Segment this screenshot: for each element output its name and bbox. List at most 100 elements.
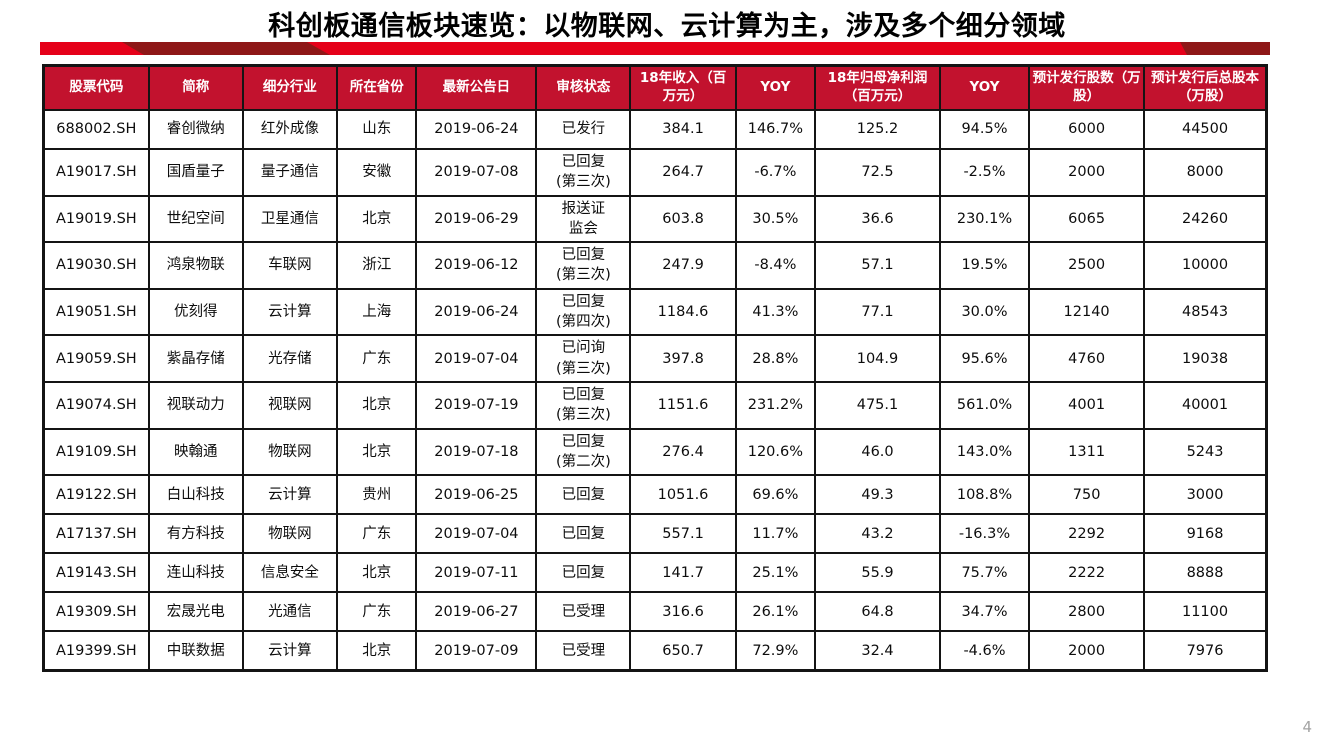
- cell-revenue-2018: 397.8: [629, 334, 737, 383]
- cell-revenue-yoy: 28.8%: [734, 334, 817, 383]
- cell-revenue-yoy: 69.6%: [734, 474, 817, 516]
- cell-sub-industry: 光存储: [241, 334, 338, 383]
- cell-province: 浙江: [335, 241, 418, 290]
- cell-net-profit-2018: 77.1: [814, 287, 941, 337]
- column-header-province: 所在省份: [335, 64, 418, 111]
- table-row: A19030.SH 鸿泉物联 车联网 浙江 2019-06-12 已回复 (第三次) 247…: [42, 241, 1268, 290]
- cell-net-profit-2018: 104.9: [814, 334, 941, 383]
- cell-short-name: 连山科技: [147, 552, 244, 594]
- cell-short-name: 有方科技: [147, 513, 244, 555]
- cell-short-name: 睿创微纳: [147, 109, 244, 150]
- column-header-review-status: 审核状态: [535, 64, 632, 111]
- cell-planned-issue-shares: 2800: [1028, 591, 1146, 633]
- cell-revenue-yoy: 30.5%: [734, 194, 817, 244]
- cell-net-profit-yoy: 108.8%: [938, 474, 1031, 516]
- cell-latest-announcement-date: 2019-06-24: [415, 287, 538, 337]
- column-header-short-name: 简称: [147, 64, 244, 111]
- cell-stock-code: A17137.SH: [42, 513, 150, 555]
- page-number: 4: [1302, 718, 1312, 736]
- cell-sub-industry: 光通信: [241, 591, 338, 633]
- cell-sub-industry: 云计算: [241, 630, 338, 672]
- cell-sub-industry: 云计算: [241, 474, 338, 516]
- cell-stock-code: A19030.SH: [42, 241, 150, 290]
- cell-review-status: 已回复 (第二次): [535, 427, 632, 477]
- cell-post-issue-total-shares: 3000: [1143, 474, 1268, 516]
- cell-net-profit-2018: 475.1: [814, 380, 941, 430]
- column-header-revenue-yoy: YOY: [734, 64, 817, 111]
- cell-revenue-2018: 557.1: [629, 513, 737, 555]
- cell-post-issue-total-shares: 44500: [1143, 109, 1268, 150]
- cell-short-name: 宏晟光电: [147, 591, 244, 633]
- cell-latest-announcement-date: 2019-07-09: [415, 630, 538, 672]
- cell-latest-announcement-date: 2019-06-24: [415, 109, 538, 150]
- cell-revenue-yoy: 11.7%: [734, 513, 817, 555]
- cell-revenue-yoy: 231.2%: [734, 380, 817, 430]
- table-row: A19109.SH 映翰通 物联网 北京 2019-07-18 已回复 (第二次) 276.…: [42, 427, 1268, 477]
- cell-revenue-2018: 316.6: [629, 591, 737, 633]
- cell-planned-issue-shares: 6000: [1028, 109, 1146, 150]
- cell-post-issue-total-shares: 8888: [1143, 552, 1268, 594]
- cell-province: 北京: [335, 427, 418, 477]
- cell-revenue-yoy: -8.4%: [734, 241, 817, 290]
- cell-net-profit-yoy: 75.7%: [938, 552, 1031, 594]
- cell-revenue-yoy: -6.7%: [734, 148, 817, 197]
- cell-post-issue-total-shares: 19038: [1143, 334, 1268, 383]
- cell-net-profit-yoy: 34.7%: [938, 591, 1031, 633]
- cell-review-status: 已回复 (第三次): [535, 148, 632, 197]
- cell-latest-announcement-date: 2019-07-08: [415, 148, 538, 197]
- table-row: A19122.SH 白山科技 云计算 贵州 2019-06-25 已回复 1051.6 69.…: [42, 474, 1268, 516]
- column-header-post-issue-total-shares: 预计发行后总股本（万股）: [1143, 64, 1268, 111]
- table-row: A19143.SH 连山科技 信息安全 北京 2019-07-11 已回复 141.7 25.…: [42, 552, 1268, 594]
- cell-province: 广东: [335, 513, 418, 555]
- table-row: A19399.SH 中联数据 云计算 北京 2019-07-09 已受理 650.7 72.9…: [42, 630, 1268, 672]
- cell-revenue-2018: 264.7: [629, 148, 737, 197]
- cell-sub-industry: 车联网: [241, 241, 338, 290]
- cell-latest-announcement-date: 2019-07-04: [415, 513, 538, 555]
- cell-province: 北京: [335, 194, 418, 244]
- cell-province: 安徽: [335, 148, 418, 197]
- cell-province: 北京: [335, 630, 418, 672]
- cell-net-profit-2018: 46.0: [814, 427, 941, 477]
- cell-short-name: 国盾量子: [147, 148, 244, 197]
- cell-revenue-yoy: 41.3%: [734, 287, 817, 337]
- cell-post-issue-total-shares: 11100: [1143, 591, 1268, 633]
- table-header-row: 股票代码 简称 细分行业 所在省份 最新公告日 审核状态 18年收入（百万元） YOY 18年归…: [42, 64, 1268, 111]
- table-row: A19074.SH 视联动力 视联网 北京 2019-07-19 已回复 (第三次) 115…: [42, 380, 1268, 430]
- page-title: 科创板通信板块速览：以物联网、云计算为主，涉及多个细分领域: [268, 11, 1066, 42]
- cell-planned-issue-shares: 2292: [1028, 513, 1146, 555]
- cell-short-name: 世纪空间: [147, 194, 244, 244]
- cell-review-status: 已回复: [535, 552, 632, 594]
- cell-review-status: 已发行: [535, 109, 632, 150]
- cell-latest-announcement-date: 2019-07-18: [415, 427, 538, 477]
- column-header-stock-code: 股票代码: [42, 64, 150, 111]
- table-row: A19017.SH 国盾量子 量子通信 安徽 2019-07-08 已回复 (第三次) 26…: [42, 148, 1268, 197]
- cell-latest-announcement-date: 2019-07-19: [415, 380, 538, 430]
- ipo-companies-table: 股票代码 简称 细分行业 所在省份 最新公告日 审核状态 18年收入（百万元） YOY 18年归…: [42, 64, 1268, 673]
- cell-net-profit-2018: 125.2: [814, 109, 941, 150]
- table-row: A19059.SH 紫晶存储 光存储 广东 2019-07-04 已问询 (第三次) 397…: [42, 334, 1268, 383]
- cell-review-status: 已受理: [535, 630, 632, 672]
- cell-stock-code: A19019.SH: [42, 194, 150, 244]
- cell-revenue-2018: 650.7: [629, 630, 737, 672]
- cell-revenue-2018: 384.1: [629, 109, 737, 150]
- cell-net-profit-2018: 64.8: [814, 591, 941, 633]
- bar-dark-segment-right: [1180, 42, 1270, 55]
- cell-stock-code: A19059.SH: [42, 334, 150, 383]
- cell-stock-code: A19109.SH: [42, 427, 150, 477]
- cell-net-profit-2018: 55.9: [814, 552, 941, 594]
- cell-net-profit-yoy: 19.5%: [938, 241, 1031, 290]
- cell-short-name: 视联动力: [147, 380, 244, 430]
- title-underline-bar: [40, 42, 1270, 55]
- cell-review-status: 已回复 (第三次): [535, 241, 632, 290]
- cell-net-profit-2018: 36.6: [814, 194, 941, 244]
- cell-province: 广东: [335, 591, 418, 633]
- cell-revenue-2018: 1151.6: [629, 380, 737, 430]
- cell-post-issue-total-shares: 40001: [1143, 380, 1268, 430]
- cell-post-issue-total-shares: 24260: [1143, 194, 1268, 244]
- cell-post-issue-total-shares: 5243: [1143, 427, 1268, 477]
- cell-planned-issue-shares: 2000: [1028, 148, 1146, 197]
- cell-revenue-yoy: 26.1%: [734, 591, 817, 633]
- cell-stock-code: A19309.SH: [42, 591, 150, 633]
- table-row: A17137.SH 有方科技 物联网 广东 2019-07-04 已回复 557.1 11.7…: [42, 513, 1268, 555]
- table-row: A19019.SH 世纪空间 卫星通信 北京 2019-06-29 报送证 监会 603.8…: [42, 194, 1268, 244]
